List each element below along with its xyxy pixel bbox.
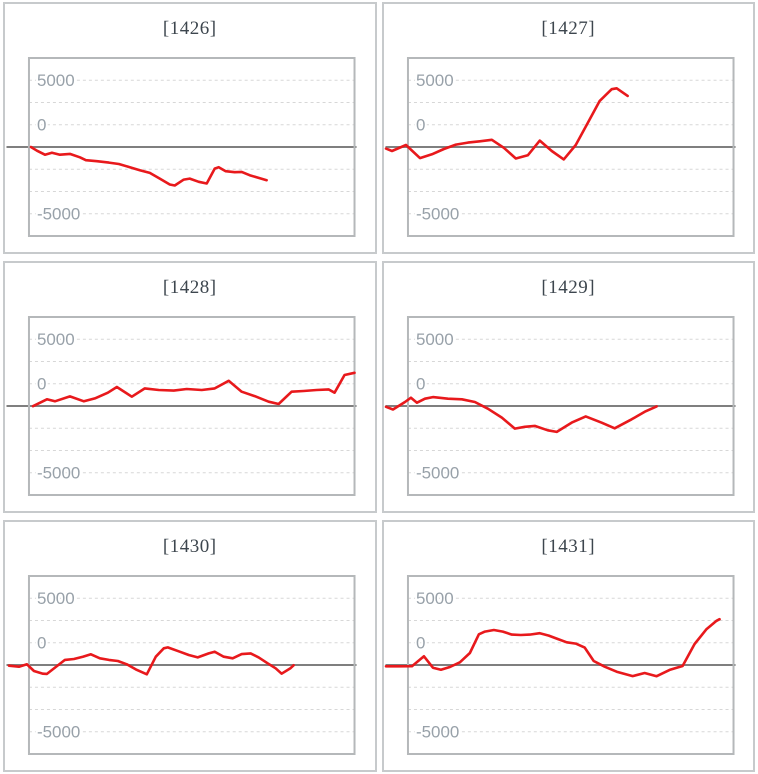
y-axis-tick-label: 0 xyxy=(415,634,424,653)
data-line-series xyxy=(384,617,721,678)
data-line-series xyxy=(384,87,629,161)
data-line-series xyxy=(384,395,658,434)
y-axis-tick-label: -5000 xyxy=(37,205,80,224)
y-axis-tick-label: 0 xyxy=(415,116,424,135)
y-axis-tick-label: -5000 xyxy=(415,464,458,483)
chart-canvas: 5000 0 -5000 xyxy=(384,57,736,237)
y-axis-tick-label: 5000 xyxy=(415,71,453,90)
chart-panel: 5000 0 -5000 [1429] xyxy=(381,261,755,513)
chart-frame xyxy=(406,316,735,496)
chart-frame xyxy=(27,316,356,496)
y-axis-tick-label: 5000 xyxy=(37,589,75,608)
y-axis-tick-label: 0 xyxy=(37,634,46,653)
y-axis-tick-label: 5000 xyxy=(37,71,75,90)
y-axis-tick-label: -5000 xyxy=(37,464,80,483)
chart-panel: 5000 0 -5000 [1430] xyxy=(3,520,377,772)
data-line-series xyxy=(29,145,268,187)
chart-panel: 5000 0 -5000 [1428] xyxy=(3,261,377,513)
data-line-series xyxy=(7,646,295,676)
y-axis-tick-label: -5000 xyxy=(415,205,458,224)
data-line-series xyxy=(31,371,356,408)
y-axis-tick-label: 0 xyxy=(37,116,46,135)
y-axis-tick-label: 0 xyxy=(415,375,424,394)
chart-panel: 5000 0 -5000 [1431] xyxy=(381,520,755,772)
y-axis-tick-label: 5000 xyxy=(415,589,453,608)
chart-canvas: 5000 0 -5000 xyxy=(384,316,736,496)
y-axis-tick-label: -5000 xyxy=(415,723,458,742)
chart-panel: 5000 0 -5000 [1426] xyxy=(3,2,377,254)
panel-title: [1426] xyxy=(162,18,217,39)
y-axis-tick-label: 5000 xyxy=(415,330,453,349)
chart-frame xyxy=(27,57,356,237)
chart-canvas: 5000 0 -5000 xyxy=(6,57,357,237)
chart-panel: 5000 0 -5000 [1427] xyxy=(381,2,755,254)
panel-title: [1429] xyxy=(541,277,596,298)
chart-canvas: 5000 0 -5000 xyxy=(384,575,736,755)
y-axis-tick-label: 0 xyxy=(37,375,46,394)
panel-title: [1430] xyxy=(162,536,217,557)
y-axis-tick-label: -5000 xyxy=(37,723,80,742)
chart-canvas: 5000 0 -5000 xyxy=(6,575,357,755)
panel-title: [1431] xyxy=(541,536,596,557)
panel-title: [1427] xyxy=(541,18,596,39)
panel-title: [1428] xyxy=(162,277,217,298)
y-axis-tick-label: 5000 xyxy=(37,330,75,349)
chart-canvas: 5000 0 -5000 xyxy=(6,316,357,496)
